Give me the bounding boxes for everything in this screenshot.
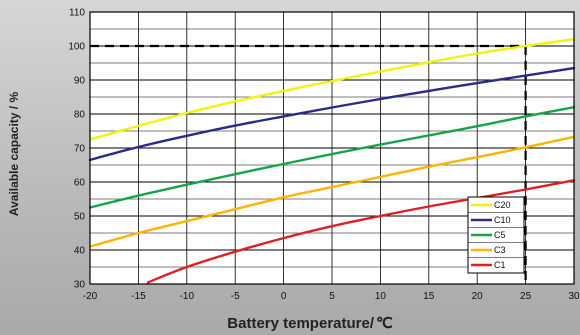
x-tick-label: 5 [329,291,335,302]
legend-label-c1: C1 [494,260,506,270]
y-tick-label: 50 [74,212,86,223]
legend-label-c5: C5 [494,230,506,240]
x-tick-label: 15 [423,291,435,302]
series-line-c1 [146,179,576,284]
legend-label-c10: C10 [494,215,511,225]
y-tick-label: 100 [68,42,85,53]
y-tick-label: 40 [74,246,86,257]
series-lines [88,38,576,284]
y-tick-label: 90 [74,76,86,87]
x-tick-label: -15 [131,291,146,302]
y-tick-label: 70 [74,144,86,155]
legend-label-c3: C3 [494,245,506,255]
y-tick-label: 60 [74,178,86,189]
x-axis-unit: ℃ [376,315,393,332]
legend: C20 C10 C5 C3 C1 [467,196,525,274]
plot-frame [89,11,575,285]
series-line-c10 [88,66,576,162]
series-line-c20 [88,38,576,141]
x-tick-labels: -20 -15 -10 -5 0 5 10 15 20 25 30 [83,291,580,302]
y-tick-label: 80 [74,110,86,121]
series-line-c5 [88,106,576,209]
series-line-c3 [88,135,576,248]
x-tick-label: 30 [568,291,580,302]
y-tick-label: 110 [69,8,85,19]
y-tick-labels: 30 40 50 60 70 80 90 100 110 [68,8,85,291]
x-tick-label: 25 [520,291,532,302]
reference-lines [90,44,527,284]
y-tick-label: 30 [74,280,86,291]
x-tick-label: 0 [281,291,287,302]
x-axis-title: Battery temperature/ [227,315,375,332]
y-axis-title: Available capacity / % [7,92,21,217]
x-tick-label: 10 [375,291,387,302]
x-tick-label: -10 [180,291,195,302]
legend-label-c20: C20 [494,200,511,210]
x-tick-label: -5 [231,291,240,302]
x-tick-label: -20 [83,291,98,302]
x-tick-label: 20 [472,291,484,302]
